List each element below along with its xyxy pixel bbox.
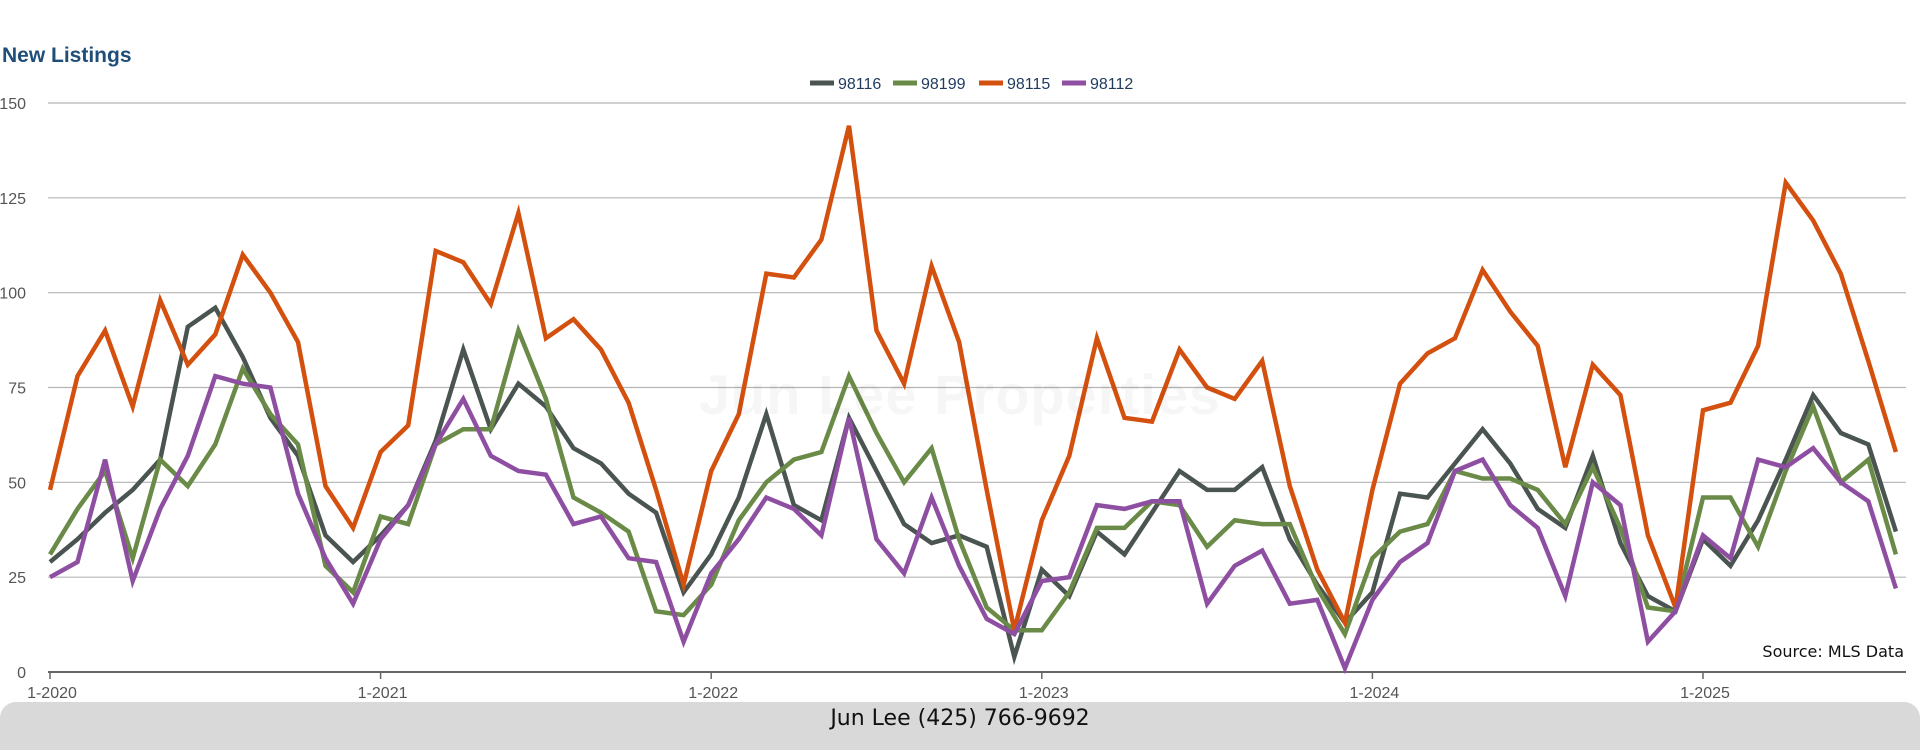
- x-axis-ticks: 1-2020 1-2021 1-2022 1-2023 1-2024 1-2025: [27, 672, 1730, 702]
- y-tick-label: 0: [17, 665, 26, 682]
- y-tick-label: 100: [0, 286, 26, 303]
- x-tick-label: 1-2021: [358, 685, 408, 702]
- y-tick-label: 150: [0, 96, 26, 113]
- footer-bar: [0, 702, 1920, 750]
- footer-contact: Jun Lee (425) 766-9692: [830, 706, 1090, 731]
- gridlines: [48, 102, 1906, 673]
- series-line-98199: [48, 323, 1899, 640]
- x-tick-label: 1-2025: [1680, 685, 1730, 702]
- source-note: Source: MLS Data: [1762, 642, 1904, 661]
- y-axis-ticks: 0 25 50 75 100 125 150: [0, 96, 26, 682]
- y-tick-label: 50: [8, 475, 26, 492]
- legend-label-98112: 98112: [1090, 76, 1133, 93]
- series-lines: [47, 125, 1899, 675]
- chart-title: New Listings: [2, 44, 132, 67]
- x-tick-label: 1-2022: [688, 685, 738, 702]
- legend-label-98199: 98199: [921, 76, 966, 93]
- series-line-98115: [47, 125, 1899, 631]
- series-line-98116: [48, 304, 1899, 666]
- y-tick-label: 75: [8, 381, 26, 398]
- watermark: Jun Lee Properties: [0, 362, 1920, 427]
- x-tick-label: 1-2020: [27, 685, 77, 702]
- legend: 98116 98199 98115 98112: [810, 76, 1133, 93]
- x-tick-label: 1-2023: [1019, 685, 1069, 702]
- legend-label-98115: 98115: [1007, 76, 1050, 93]
- legend-label-98116: 98116: [838, 76, 881, 93]
- x-tick-label: 1-2024: [1349, 685, 1399, 702]
- y-tick-label: 25: [8, 570, 26, 587]
- y-tick-label: 125: [0, 191, 26, 208]
- series-line-98112: [48, 373, 1899, 675]
